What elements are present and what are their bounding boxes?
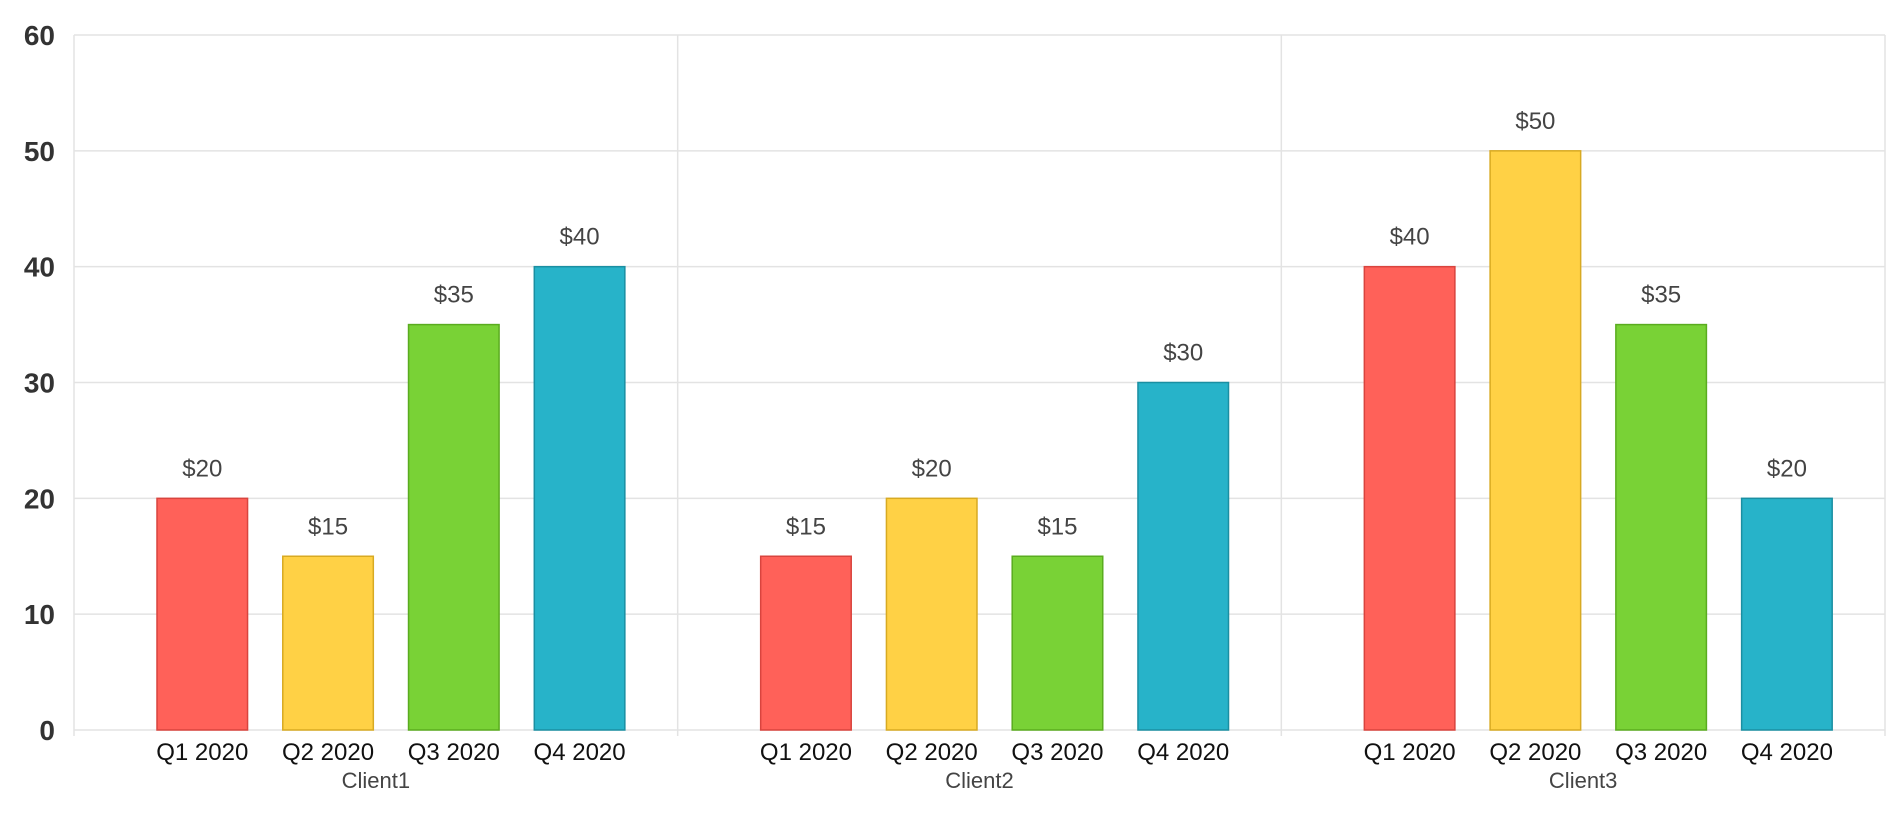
y-tick-label: 0 — [39, 715, 55, 746]
y-tick-label: 40 — [24, 252, 55, 283]
data-label: $20 — [912, 455, 952, 482]
x-tick-label: Q1 2020 — [156, 739, 248, 766]
bar — [407, 323, 500, 731]
group-label: Client3 — [1549, 768, 1617, 793]
bar — [282, 555, 375, 731]
y-tick-label: 20 — [24, 483, 55, 514]
y-tick-label: 50 — [24, 136, 55, 167]
group-label: Client1 — [342, 768, 410, 793]
y-axis: 0 10 20 30 40 50 60 — [24, 20, 55, 746]
data-label: $50 — [1515, 108, 1555, 135]
bars — [156, 150, 1833, 731]
x-tick-label: Q4 2020 — [534, 739, 626, 766]
y-tick-label: 30 — [24, 368, 55, 399]
x-tick-label: Q1 2020 — [1364, 739, 1456, 766]
bar — [885, 497, 978, 731]
bar — [1137, 381, 1230, 731]
data-label: $30 — [1163, 340, 1203, 367]
data-label: $40 — [1390, 224, 1430, 251]
data-label: $20 — [1767, 455, 1807, 482]
data-label: $35 — [434, 282, 474, 309]
bar — [1011, 555, 1104, 731]
gridlines — [73, 34, 1886, 736]
x-tick-label: Q3 2020 — [408, 739, 500, 766]
data-label: $15 — [1037, 513, 1077, 540]
x-tick-label: Q1 2020 — [760, 739, 852, 766]
x-tick-label: Q2 2020 — [886, 739, 978, 766]
x-tick-label: Q3 2020 — [1615, 739, 1707, 766]
bar — [1740, 497, 1833, 731]
y-tick-label: 60 — [24, 20, 55, 51]
bar — [156, 497, 249, 731]
bar — [1615, 323, 1708, 731]
x-tick-label: Q4 2020 — [1137, 739, 1229, 766]
bar — [1489, 150, 1582, 731]
data-label: $15 — [308, 513, 348, 540]
data-labels: $20 $15 $35 $40 $15 $20 $15 $30 $40 $50 $35 $20 — [182, 108, 1807, 540]
group-label: Client2 — [945, 768, 1013, 793]
bar — [759, 555, 852, 731]
data-label: $20 — [182, 455, 222, 482]
bar — [1363, 265, 1456, 731]
x-tick-label: Q2 2020 — [282, 739, 374, 766]
y-tick-label: 10 — [24, 599, 55, 630]
data-label: $40 — [560, 224, 600, 251]
x-axis: Q1 2020 Q2 2020 Q3 2020 Q4 2020 Client1 Q1 20… — [156, 739, 1833, 793]
data-label: $35 — [1641, 282, 1681, 309]
bar — [533, 265, 626, 731]
x-tick-label: Q3 2020 — [1011, 739, 1103, 766]
x-tick-label: Q4 2020 — [1741, 739, 1833, 766]
x-tick-label: Q2 2020 — [1489, 739, 1581, 766]
data-label: $15 — [786, 513, 826, 540]
